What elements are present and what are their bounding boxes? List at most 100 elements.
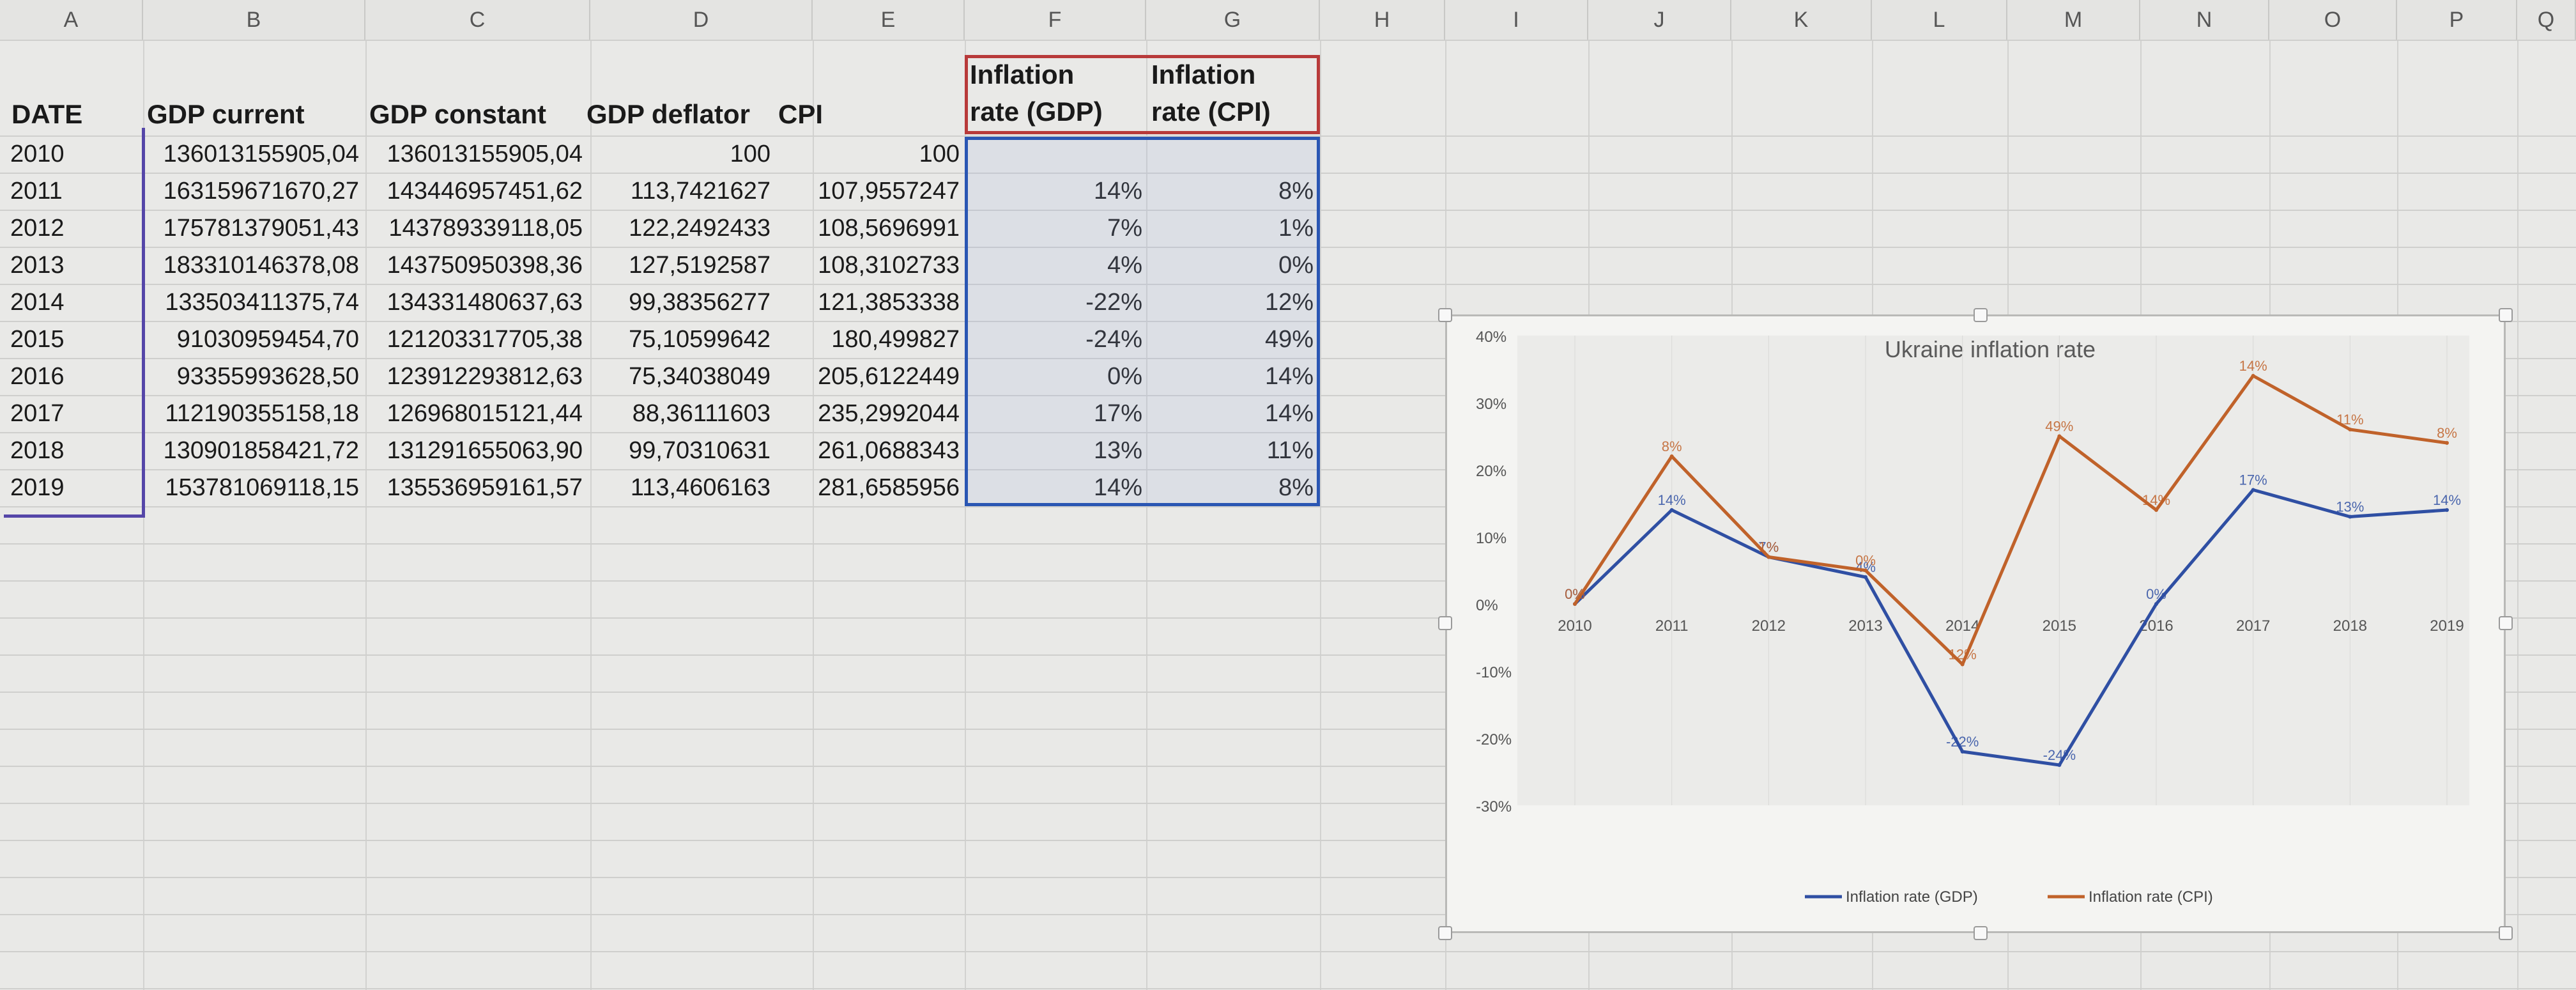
cell-inflation-cpi[interactable]: 49%	[1264, 326, 1314, 353]
header-gdp-current[interactable]: GDP current	[147, 99, 305, 129]
cell-date[interactable]: 2011	[10, 178, 63, 205]
cell-gdp-current[interactable]: 133503411375,74	[165, 289, 359, 316]
cell-cpi[interactable]: 261,0688343	[818, 437, 960, 464]
cell-inflation-cpi[interactable]: 14%	[1264, 363, 1314, 390]
cell-date[interactable]: 2018	[10, 437, 65, 464]
resize-handle[interactable]	[1974, 926, 1988, 940]
cell-cpi[interactable]: 235,2992044	[818, 400, 960, 427]
header-inflation-gdp-line2[interactable]: rate (GDP)	[970, 97, 1103, 127]
column-header-q[interactable]: Q	[2517, 0, 2576, 40]
cell-gdp-current[interactable]: 112190355158,18	[165, 400, 359, 427]
cell-gdp-constant[interactable]: 136013155905,04	[387, 141, 583, 167]
cell-cpi[interactable]: 108,3102733	[818, 252, 960, 279]
cell-cpi[interactable]: 108,5696991	[818, 215, 960, 242]
cell-inflation-gdp[interactable]: 0%	[1107, 363, 1142, 390]
cell-date[interactable]: 2016	[10, 363, 65, 390]
resize-handle[interactable]	[2499, 926, 2513, 940]
cell-gdp-current[interactable]: 183310146378,08	[163, 252, 359, 279]
cell-inflation-cpi[interactable]: 14%	[1264, 400, 1314, 427]
column-header-e[interactable]: E	[813, 0, 965, 40]
resize-handle[interactable]	[1438, 308, 1452, 322]
cell-inflation-cpi[interactable]: 1%	[1278, 215, 1314, 242]
column-header-k[interactable]: K	[1731, 0, 1872, 40]
cell-date[interactable]: 2017	[10, 400, 65, 427]
cell-gdp-deflator[interactable]: 99,70310631	[629, 437, 770, 464]
column-header-p[interactable]: P	[2397, 0, 2517, 40]
cell-gdp-deflator[interactable]: 122,2492433	[629, 215, 770, 242]
header-gdp-deflator[interactable]: GDP deflator	[586, 99, 750, 129]
cell-cpi[interactable]: 100	[919, 141, 960, 167]
column-header-i[interactable]: I	[1445, 0, 1588, 40]
column-header-b[interactable]: B	[143, 0, 365, 40]
header-inflation-gdp[interactable]: Inflation	[970, 59, 1075, 89]
cell-inflation-cpi[interactable]: 8%	[1278, 178, 1314, 205]
column-header-d[interactable]: D	[590, 0, 813, 40]
cell-gdp-deflator[interactable]: 127,5192587	[629, 252, 770, 279]
resize-handle[interactable]	[1438, 616, 1452, 630]
cell-gdp-deflator[interactable]: 99,38356277	[629, 289, 770, 316]
cell-inflation-gdp[interactable]: 4%	[1107, 252, 1142, 279]
cell-date[interactable]: 2010	[10, 141, 65, 167]
cell-inflation-cpi[interactable]: 11%	[1266, 437, 1314, 464]
cell-inflation-gdp[interactable]: 14%	[1093, 178, 1142, 205]
cell-inflation-gdp[interactable]: 7%	[1107, 215, 1142, 242]
cell-gdp-deflator[interactable]: 113,4606163	[630, 474, 770, 501]
inflation-chart[interactable]: Ukraine inflation rate 40% 30% 20% 10% 0% -10%…	[1445, 314, 2506, 933]
cell-gdp-constant[interactable]: 121203317705,38	[387, 326, 583, 353]
header-cpi[interactable]: CPI	[778, 99, 824, 129]
cell-gdp-deflator[interactable]: 113,7421627	[630, 178, 770, 205]
cell-gdp-current[interactable]: 163159671670,27	[163, 178, 359, 205]
cell-gdp-current[interactable]: 153781069118,15	[165, 474, 359, 501]
cell-date[interactable]: 2019	[10, 474, 65, 501]
cell-gdp-current[interactable]: 136013155905,04	[163, 141, 359, 167]
column-header-n[interactable]: N	[2140, 0, 2269, 40]
column-header-m[interactable]: M	[2007, 0, 2140, 40]
cell-inflation-gdp[interactable]: 14%	[1093, 474, 1142, 501]
cell-gdp-current[interactable]: 91030959454,70	[176, 326, 359, 353]
column-header-h[interactable]: H	[1320, 0, 1445, 40]
header-inflation-cpi[interactable]: Inflation	[1151, 59, 1256, 89]
cell-date[interactable]: 2013	[10, 252, 65, 279]
cell-gdp-deflator[interactable]: 88,36111603	[632, 400, 770, 427]
cell-inflation-cpi[interactable]: 8%	[1278, 474, 1314, 501]
cell-cpi[interactable]: 180,499827	[831, 326, 960, 353]
cell-gdp-current[interactable]: 175781379051,43	[163, 215, 359, 242]
cell-cpi[interactable]: 107,9557247	[818, 178, 960, 205]
cell-gdp-current[interactable]: 130901858421,72	[163, 437, 359, 464]
header-gdp-constant[interactable]: GDP constant	[369, 99, 546, 129]
cell-gdp-constant[interactable]: 143446957451,62	[387, 178, 583, 205]
cell-inflation-gdp[interactable]: -22%	[1085, 289, 1142, 316]
cell-gdp-constant[interactable]: 131291655063,90	[387, 437, 583, 464]
cell-gdp-constant[interactable]: 143750950398,36	[387, 252, 583, 279]
cell-gdp-deflator[interactable]: 100	[730, 141, 770, 167]
cell-gdp-current[interactable]: 93355993628,50	[176, 363, 359, 390]
cell-gdp-deflator[interactable]: 75,10599642	[629, 326, 770, 353]
resize-handle[interactable]	[1438, 926, 1452, 940]
cell-cpi[interactable]: 121,3853338	[818, 289, 960, 316]
cell-gdp-constant[interactable]: 134331480637,63	[387, 289, 583, 316]
header-date[interactable]: DATE	[12, 99, 83, 129]
cell-date[interactable]: 2012	[10, 215, 65, 242]
column-header-c[interactable]: C	[365, 0, 590, 40]
column-header-f[interactable]: F	[965, 0, 1146, 40]
cell-inflation-cpi[interactable]: 12%	[1264, 289, 1314, 316]
column-header-a[interactable]: A	[0, 0, 143, 40]
header-inflation-cpi-line2[interactable]: rate (CPI)	[1151, 97, 1271, 127]
cell-date[interactable]: 2015	[10, 326, 65, 353]
cell-date[interactable]: 2014	[10, 289, 65, 316]
cell-gdp-deflator[interactable]: 75,34038049	[629, 363, 770, 390]
column-header-g[interactable]: G	[1146, 0, 1320, 40]
cell-cpi[interactable]: 281,6585956	[818, 474, 960, 501]
cell-inflation-cpi[interactable]: 0%	[1278, 252, 1314, 279]
resize-handle[interactable]	[2499, 308, 2513, 322]
cell-cpi[interactable]: 205,6122449	[818, 363, 960, 390]
cell-gdp-constant[interactable]: 123912293812,63	[387, 363, 583, 390]
resize-handle[interactable]	[1974, 308, 1988, 322]
cell-gdp-constant[interactable]: 143789339118,05	[388, 215, 583, 242]
column-header-o[interactable]: O	[2269, 0, 2397, 40]
cell-inflation-gdp[interactable]: 13%	[1093, 437, 1142, 464]
resize-handle[interactable]	[2499, 616, 2513, 630]
cell-inflation-gdp[interactable]: 17%	[1093, 400, 1142, 427]
cell-inflation-gdp[interactable]: -24%	[1085, 326, 1142, 353]
